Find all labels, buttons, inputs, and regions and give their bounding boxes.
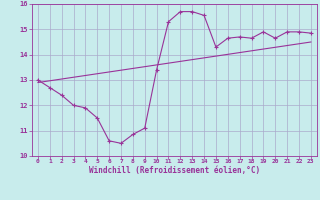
X-axis label: Windchill (Refroidissement éolien,°C): Windchill (Refroidissement éolien,°C): [89, 166, 260, 175]
